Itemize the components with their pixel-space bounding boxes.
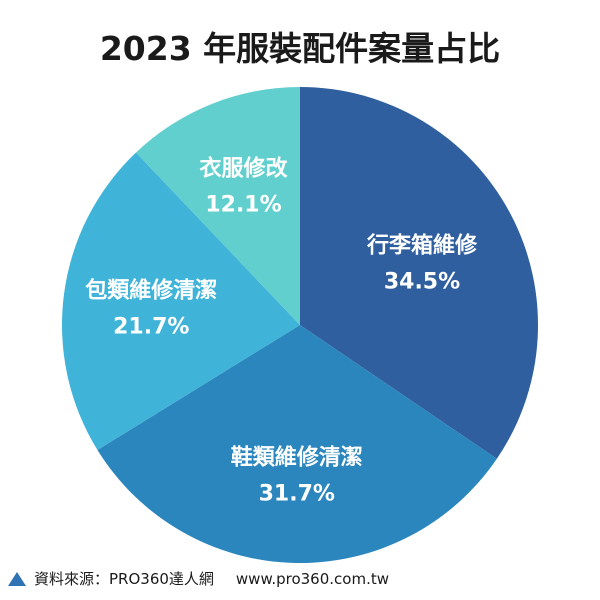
pie-slice: [97, 325, 497, 564]
slice-label: 包類維修清潔: [85, 278, 217, 304]
slice-label: 衣服修改: [199, 156, 288, 182]
source-url[interactable]: www.pro360.com.tw: [235, 569, 389, 588]
pie-slice: [135, 87, 300, 325]
slice-value-label: 34.5%: [384, 269, 460, 294]
triangle-icon: [8, 571, 26, 586]
slice-value-label: 21.7%: [113, 315, 189, 340]
pie-slice: [61, 152, 300, 450]
source-text: 資料來源：PRO360達人網: [34, 570, 214, 588]
slice-value-label: 31.7%: [259, 482, 335, 507]
pie-slice: [300, 87, 539, 459]
chart-title: 2023 年服裝配件案量占比: [99, 29, 501, 68]
slice-label: 行李箱維修: [366, 232, 478, 258]
slice-value-label: 12.1%: [205, 193, 281, 218]
slice-label: 鞋類維修清潔: [231, 445, 363, 471]
source-line: 資料來源：PRO360達人網 www.pro360.com.tw: [8, 568, 389, 589]
